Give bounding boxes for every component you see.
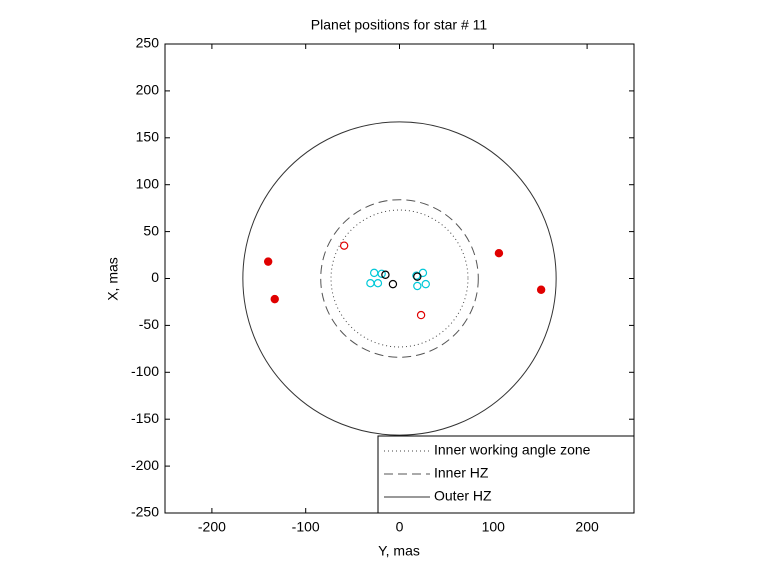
point — [413, 272, 422, 281]
y-tick-label: 200 — [136, 82, 160, 98]
legend-label: Inner HZ — [434, 465, 489, 481]
x-tick-label: 100 — [482, 519, 506, 535]
point — [413, 281, 422, 291]
zone-circle — [320, 199, 479, 358]
x-tick-label: 0 — [396, 519, 404, 535]
zone-circle — [242, 121, 557, 436]
y-tick-label: 150 — [136, 129, 160, 145]
y-tick-label: 250 — [136, 35, 160, 51]
point — [373, 278, 383, 288]
legend-label: Inner working angle zone — [434, 442, 591, 458]
legend-label: Outer HZ — [434, 488, 492, 504]
point — [416, 310, 426, 320]
point — [421, 279, 430, 289]
y-tick-label: -50 — [139, 316, 159, 332]
y-axis-label: X, mas — [105, 257, 121, 301]
x-tick-label: 200 — [575, 519, 599, 535]
point — [263, 257, 273, 266]
chart-title: Planet positions for star # 11 — [311, 17, 488, 33]
point — [418, 268, 428, 278]
y-tick-label: 0 — [151, 269, 159, 285]
point — [377, 269, 386, 279]
x-tick-label: -200 — [198, 519, 226, 535]
x-tick-label: -100 — [292, 519, 320, 535]
point — [388, 279, 398, 289]
y-tick-label: 50 — [143, 222, 159, 238]
y-tick-label: 100 — [136, 175, 160, 191]
point — [536, 285, 546, 294]
point — [381, 270, 390, 279]
point — [494, 248, 504, 258]
point — [270, 294, 279, 304]
y-tick-label: -100 — [131, 363, 159, 379]
y-tick-label: -250 — [131, 504, 159, 520]
point — [339, 241, 349, 250]
x-axis-label: Y, mas — [378, 543, 420, 559]
y-tick-label: -200 — [131, 457, 159, 473]
zone-circle — [330, 209, 469, 348]
y-tick-label: -150 — [131, 410, 159, 426]
